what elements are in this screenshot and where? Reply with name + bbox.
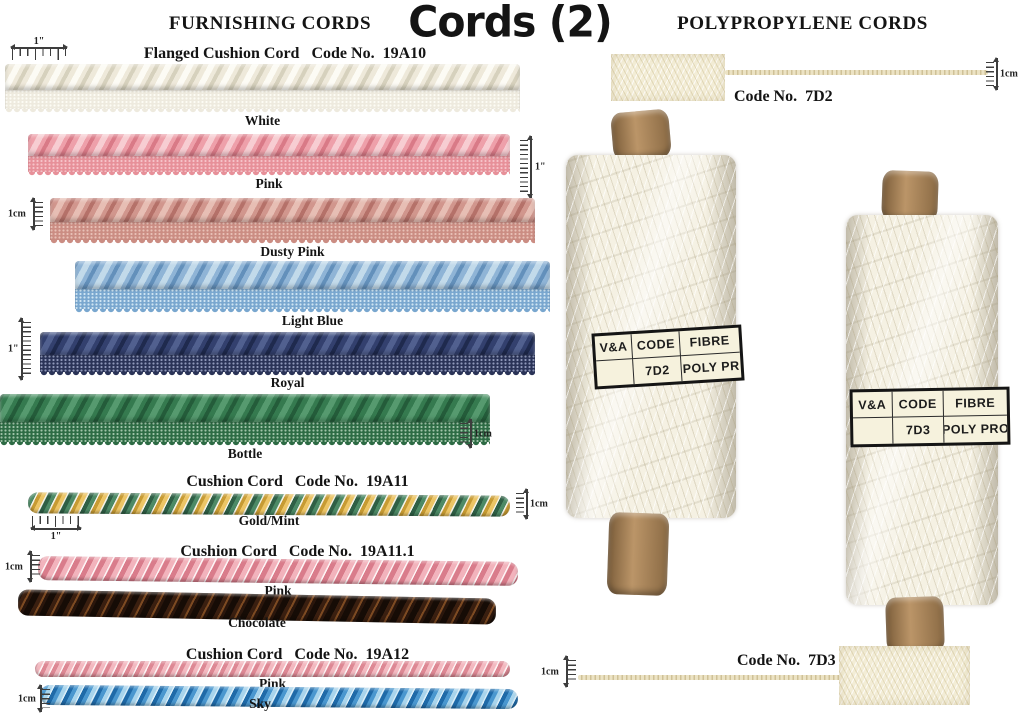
cord-swatch-7d3 bbox=[839, 646, 970, 705]
ruler-1cm-bottle: 1cm bbox=[460, 418, 504, 449]
spool-label-cell: CODE bbox=[631, 331, 681, 360]
cord-sample-light-blue bbox=[75, 261, 550, 314]
ruler-1inch-horizontal-top: 1" bbox=[8, 36, 70, 64]
spool-label-cell bbox=[853, 417, 894, 445]
page-title: Cords (2) bbox=[408, 0, 613, 47]
code-label-7d3: Code No. 7D3 bbox=[737, 652, 836, 669]
ruler-1cm-sky: 1cm bbox=[18, 684, 58, 713]
ruler-1inch-horizontal-goldmint: 1" bbox=[28, 516, 84, 546]
cord-sample-pink-19a12 bbox=[35, 661, 510, 677]
cord-label-pink: Pink bbox=[255, 176, 283, 191]
spool-label-7d2: V&A CODE FIBRE 7D2 POLY PR bbox=[591, 324, 745, 390]
ruler-1cm-dusty-pink: 1cm bbox=[8, 197, 48, 231]
spool-7d2-core-bottom bbox=[606, 511, 670, 597]
spool-label-7d3: V&A CODE FIBRE 7D3 POLY PRO bbox=[849, 386, 1011, 448]
spool-label-cell: V&A bbox=[852, 391, 894, 419]
ruler-1inch-vertical-pink: 1" bbox=[520, 135, 550, 199]
cord-label-chocolate: Chocolate bbox=[228, 615, 286, 630]
ruler-1cm-7d3: 1cm bbox=[541, 655, 581, 688]
cord-label-royal: Royal bbox=[270, 375, 305, 390]
cushion-cord-19a11-heading: Cushion Cord Code No. 19A11 bbox=[186, 473, 409, 490]
thin-cord-7d2 bbox=[725, 70, 988, 75]
furnishing-cords-header: FURNISHING CORDS bbox=[168, 13, 372, 34]
code-label-7d2: Code No. 7D2 bbox=[734, 88, 833, 105]
cord-sample-royal bbox=[40, 332, 535, 377]
thin-cord-7d3 bbox=[578, 675, 842, 680]
cord-swatch-7d2 bbox=[611, 54, 725, 101]
ruler-1cm-gold-mint: 1cm bbox=[516, 488, 560, 520]
ruler-1cm-pink-19a11-1: 1cm bbox=[5, 550, 45, 583]
polypropylene-cords-header: POLYPROPYLENE CORDS bbox=[677, 13, 928, 34]
cord-label-dusty-pink: Dusty Pink bbox=[260, 244, 325, 259]
spool-label-cell: POLY PRO bbox=[943, 421, 1008, 437]
cord-label-bottle: Bottle bbox=[227, 446, 263, 461]
spool-label-cell: 7D2 bbox=[633, 356, 683, 385]
spool-label-cell: 7D3 bbox=[893, 416, 945, 444]
spool-label-cell bbox=[596, 359, 636, 387]
cushion-cord-19a11-1-heading: Cushion Cord Code No. 19A11.1 bbox=[180, 543, 415, 560]
cord-sample-pink bbox=[28, 134, 510, 177]
cushion-cord-19a12-heading: Cushion Cord Code No. 19A12 bbox=[185, 646, 410, 663]
cord-sample-bottle bbox=[0, 394, 490, 447]
cord-sample-white bbox=[5, 64, 520, 114]
cord-label-light-blue: Light Blue bbox=[281, 313, 344, 328]
ruler-1cm-7d2: 1cm bbox=[986, 57, 1024, 91]
ruler-1inch-vertical-royal: 1" bbox=[8, 317, 38, 381]
cord-label-gold-mint: Gold/Mint bbox=[238, 513, 300, 528]
spool-label-cell: V&A bbox=[594, 334, 634, 362]
cord-sample-pink-19a11-1 bbox=[37, 556, 519, 586]
cord-label-sky: Sky bbox=[249, 696, 271, 711]
spool-label-cell: FIBRE bbox=[943, 389, 1007, 417]
spool-label-cell: CODE bbox=[892, 390, 944, 418]
spool-label-cell: POLY PR bbox=[682, 358, 741, 376]
spool-7d2-core-top bbox=[610, 108, 672, 162]
spool-label-cell: FIBRE bbox=[679, 327, 740, 357]
cord-sample-dusty-pink bbox=[50, 198, 535, 246]
flanged-cushion-cord-heading: Flanged Cushion Cord Code No. 19A10 bbox=[143, 45, 427, 62]
cord-label-white: White bbox=[244, 113, 281, 128]
